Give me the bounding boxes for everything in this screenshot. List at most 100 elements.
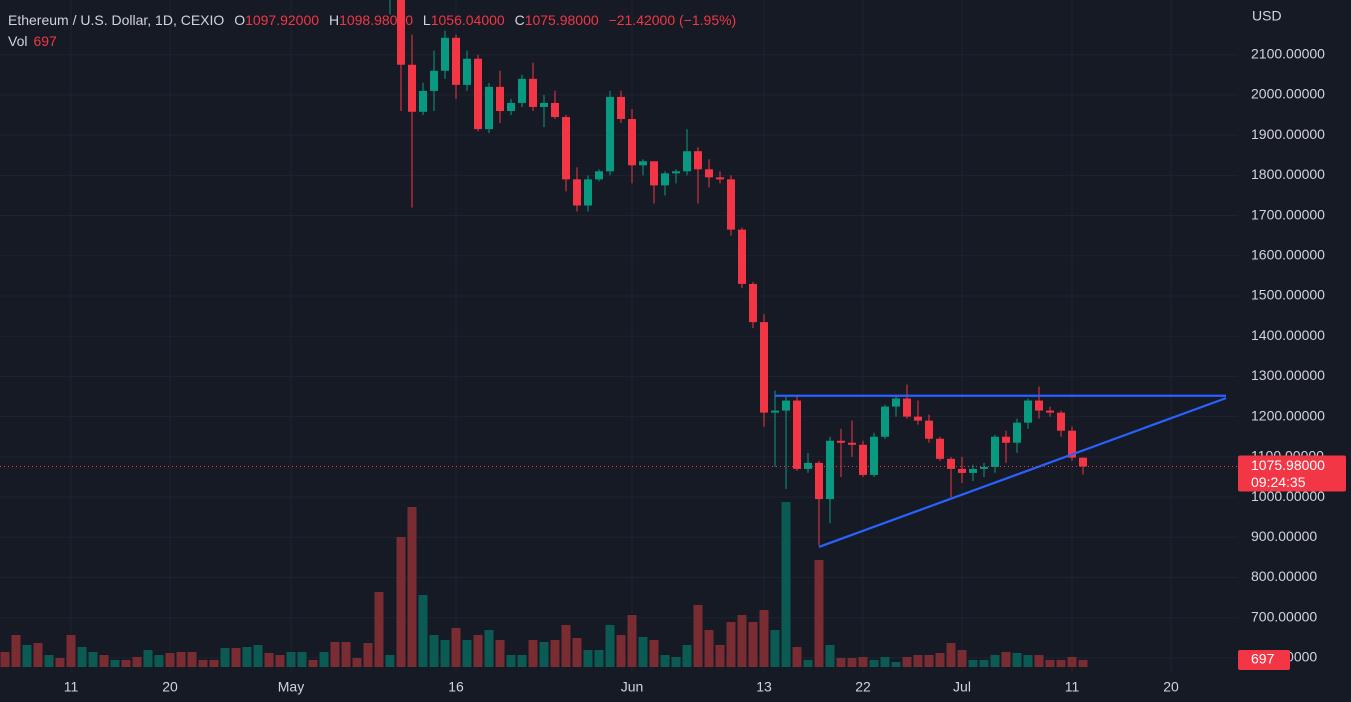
x-tick-label: May xyxy=(278,679,304,695)
candle-body xyxy=(606,96,614,172)
candle-body xyxy=(496,86,504,111)
x-tick-label: 16 xyxy=(448,679,464,695)
volume-bar xyxy=(737,615,747,667)
y-tick-label: 1400.00000 xyxy=(1251,327,1325,343)
volume-bar xyxy=(187,652,197,667)
grid xyxy=(0,0,1238,672)
candle-body xyxy=(980,466,988,469)
volume-bar xyxy=(715,645,725,667)
candle-body xyxy=(408,64,416,112)
candle-body xyxy=(727,179,735,230)
volume-pane xyxy=(0,502,1088,667)
x-tick-label: 11 xyxy=(64,679,79,695)
volume-bar xyxy=(1056,660,1066,667)
volume-bar xyxy=(539,642,549,667)
volume-bar xyxy=(33,643,43,667)
candle-body xyxy=(628,119,636,166)
candle-body xyxy=(650,161,658,186)
volume-bar xyxy=(451,628,461,667)
volume-bar xyxy=(550,640,560,667)
volume-value: 697 xyxy=(33,33,57,49)
volume-bar xyxy=(1045,660,1055,667)
last-volume-label: 697 xyxy=(1251,651,1275,667)
volume-bar xyxy=(693,605,703,667)
price-legend: Ethereum / U.S. Dollar, 1D, CEXIO O1097.… xyxy=(8,10,736,31)
x-tick-label: 20 xyxy=(162,679,178,695)
volume-bar xyxy=(594,650,604,667)
volume-bar xyxy=(561,625,571,667)
candle-body xyxy=(914,416,922,421)
candle-body xyxy=(991,436,999,467)
candle-body xyxy=(870,436,878,475)
volume-bar xyxy=(341,642,351,667)
candle-body xyxy=(573,179,581,206)
y-tick-label: 1800.00000 xyxy=(1251,166,1325,182)
volume-bar xyxy=(88,652,98,667)
candle-body xyxy=(782,400,790,411)
legend-header: Ethereum / U.S. Dollar, 1D, CEXIO O1097.… xyxy=(8,10,736,52)
candle-body xyxy=(936,438,944,459)
volume-bar xyxy=(891,662,901,667)
candle-body xyxy=(562,117,570,180)
open-value: 1097.92000 xyxy=(245,12,320,28)
candle-body xyxy=(1057,412,1065,431)
countdown-label: 09:24:35 xyxy=(1251,474,1306,490)
y-tick-label: 1700.00000 xyxy=(1251,206,1325,222)
volume-bar xyxy=(77,647,87,667)
y-tick-label: 1000.00000 xyxy=(1251,488,1325,504)
volume-bar xyxy=(935,653,945,667)
candle-body xyxy=(1079,457,1087,467)
volume-bar xyxy=(11,635,21,667)
volume-bar xyxy=(374,592,384,667)
volume-bar xyxy=(330,642,340,667)
volume-bar xyxy=(671,657,681,667)
volume-bar xyxy=(99,655,109,667)
candle-body xyxy=(1068,430,1076,458)
last-price-label: 1075.98000 xyxy=(1251,457,1325,473)
volume-bar xyxy=(264,653,274,667)
candle-body xyxy=(958,468,966,473)
volume-bar xyxy=(616,635,626,667)
candle-body xyxy=(1035,400,1043,411)
candle-body xyxy=(892,398,900,407)
volume-bar xyxy=(44,655,54,667)
volume-bar xyxy=(682,645,692,667)
volume-bar xyxy=(66,635,76,667)
volume-bar xyxy=(385,655,395,667)
volume-bar xyxy=(198,660,208,667)
volume-bar xyxy=(352,658,362,667)
volume-bar xyxy=(748,622,758,667)
volume-bar xyxy=(759,610,769,667)
overlay: 1120May16Jun1322Jul1120600.00000700.0000… xyxy=(0,45,1346,695)
volume-bar xyxy=(132,657,142,667)
currency-label: USD xyxy=(1252,8,1282,24)
volume-bar xyxy=(506,655,516,667)
volume-bar xyxy=(407,507,417,667)
y-tick-label: 1300.00000 xyxy=(1251,367,1325,383)
volume-bar xyxy=(121,660,131,667)
volume-bar xyxy=(473,635,483,667)
volume-label: Vol xyxy=(8,33,28,49)
candle-body xyxy=(551,102,559,118)
volume-bar xyxy=(781,502,791,667)
candle-body xyxy=(397,0,405,65)
candle-body xyxy=(815,462,823,500)
volume-bar xyxy=(308,660,318,667)
volume-bar xyxy=(913,655,923,667)
candle-body xyxy=(639,161,647,166)
candle-body xyxy=(969,468,977,473)
close-label: C xyxy=(514,12,525,28)
volume-bar xyxy=(770,630,780,667)
volume-bar xyxy=(814,560,824,667)
volume-bar xyxy=(220,648,230,667)
volume-bar xyxy=(968,660,978,667)
volume-bar xyxy=(209,660,219,667)
volume-bar xyxy=(363,643,373,667)
candle-body xyxy=(507,102,515,111)
volume-bar xyxy=(649,640,659,667)
candle-body xyxy=(760,322,768,413)
candle-body xyxy=(474,58,482,130)
volume-bar xyxy=(583,650,593,667)
volume-bar xyxy=(836,658,846,667)
